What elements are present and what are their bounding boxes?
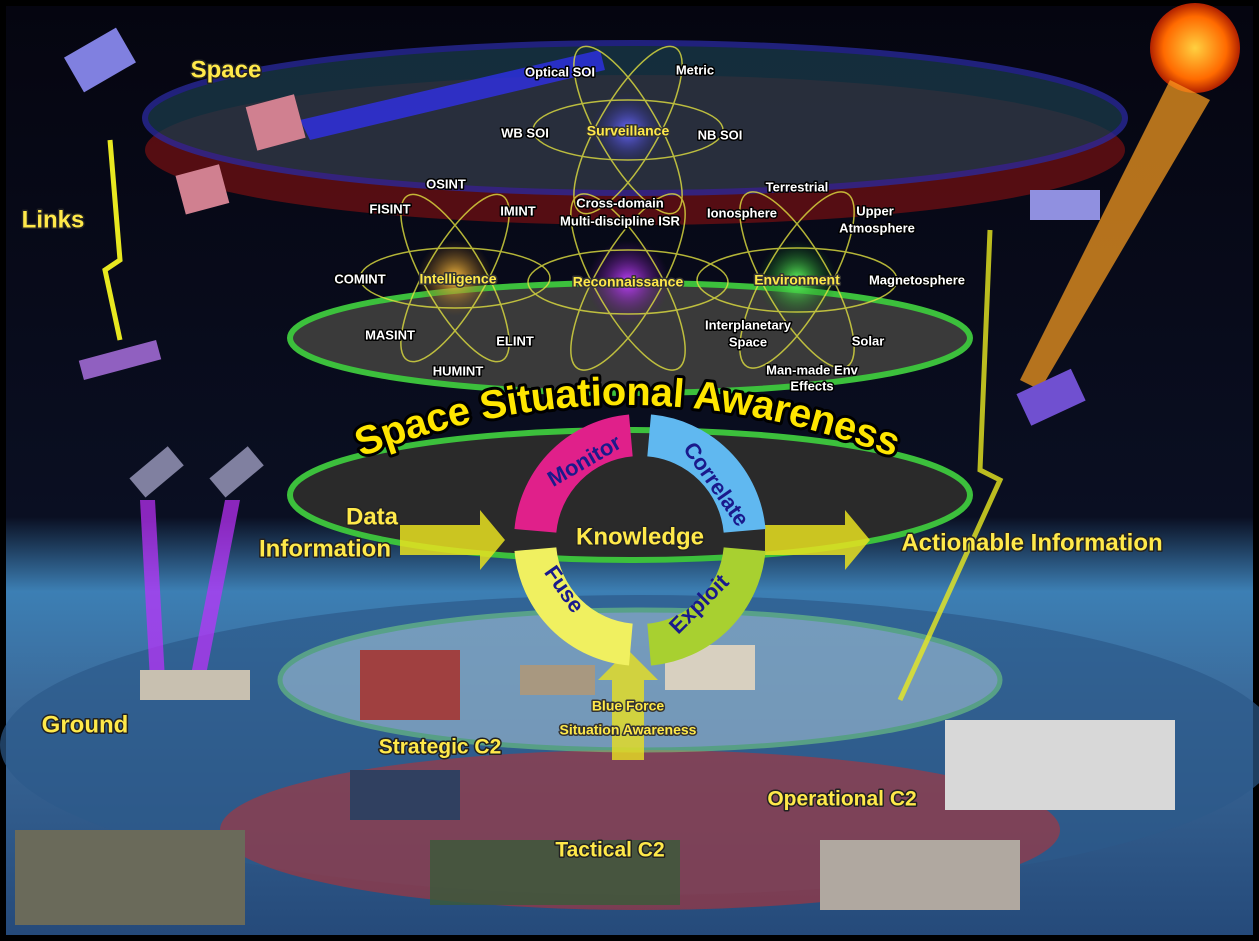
satellites — [64, 27, 1100, 498]
tactical-screens — [430, 840, 680, 905]
satellite — [129, 446, 184, 498]
orbit — [532, 99, 724, 161]
label: WB SOI — [501, 125, 549, 140]
label: OSINT — [426, 176, 466, 191]
label: Man-made Env — [766, 362, 859, 377]
link-bolt — [897, 229, 1004, 702]
satellite — [78, 339, 162, 381]
label: Operational C2 — [767, 788, 916, 811]
atom-core — [757, 240, 837, 320]
cluster-label: Blue Force — [592, 698, 665, 714]
sun — [1150, 3, 1240, 93]
layer-label: Ground — [42, 711, 129, 738]
label: Interplanetary — [705, 317, 792, 332]
label: Optical SOI — [525, 64, 595, 79]
label: Solar — [852, 333, 885, 348]
ground-assets — [15, 645, 1175, 925]
label: HUMINT — [433, 363, 484, 378]
cluster-label: Situation Awareness — [560, 722, 697, 738]
satellite — [245, 94, 306, 151]
ground-beam — [190, 500, 240, 680]
building — [820, 840, 1020, 910]
orbit — [739, 191, 855, 369]
cycle-arc — [646, 414, 766, 534]
satellite — [209, 446, 264, 498]
orbit — [739, 191, 855, 369]
satellite — [64, 27, 136, 93]
ground-station — [15, 830, 245, 925]
cluster-label: Reconnaissance — [573, 274, 684, 290]
label: NB SOI — [698, 127, 743, 142]
orbit — [570, 193, 686, 371]
label: Strategic C2 — [379, 736, 502, 759]
label: Information — [259, 535, 391, 562]
atom-core — [590, 92, 666, 168]
cycle-arc — [514, 414, 634, 534]
optical-beam — [300, 50, 605, 140]
orbit — [527, 249, 729, 315]
label: IMINT — [500, 203, 535, 218]
label: Terrestrial — [766, 179, 829, 194]
vehicle — [520, 665, 595, 695]
label: Effects — [790, 378, 833, 393]
orbit — [696, 247, 898, 313]
orbit — [573, 45, 683, 215]
layer-label: Links — [22, 206, 85, 233]
satellite — [1016, 368, 1086, 426]
label: Multi-discipline ISR — [560, 213, 681, 228]
atoms — [417, 92, 837, 324]
sun-beam — [1020, 80, 1210, 390]
cluster-label: Surveillance — [587, 123, 670, 139]
label: Upper — [856, 203, 894, 218]
label: Magnetosphere — [869, 272, 965, 287]
label: COMINT — [334, 271, 385, 286]
label: Actionable Information — [901, 529, 1162, 556]
label: Knowledge — [576, 523, 704, 550]
output-arrow — [765, 510, 870, 570]
satellite — [1030, 190, 1100, 220]
orbits — [359, 45, 898, 371]
label: Metric — [676, 62, 714, 77]
cluster-label: Environment — [754, 272, 840, 288]
satellite — [175, 164, 230, 215]
label: Ionosphere — [707, 205, 777, 220]
layer-label: Space — [191, 56, 262, 83]
operations-room — [945, 720, 1175, 810]
input-arrow — [400, 510, 505, 570]
label: FISINT — [369, 201, 410, 216]
blue-force-arrow — [598, 650, 658, 760]
orbit — [570, 193, 686, 371]
ground-beam — [140, 500, 165, 680]
orbit — [573, 45, 683, 215]
cycle — [514, 414, 766, 666]
command-center — [350, 770, 460, 820]
label: ELINT — [496, 333, 534, 348]
atom-core — [417, 240, 493, 316]
orbit — [400, 193, 510, 363]
atom-core — [586, 240, 670, 324]
command-center — [360, 650, 460, 720]
link-bolt — [102, 139, 123, 341]
label: Space — [729, 334, 767, 349]
cycle-arc — [514, 546, 634, 666]
label: Tactical C2 — [555, 839, 664, 862]
label: Data — [346, 503, 399, 530]
label: Atmosphere — [839, 220, 915, 235]
cluster-label: Intelligence — [419, 271, 496, 287]
orbit — [359, 247, 551, 309]
orbit — [400, 193, 510, 363]
label: Cross-domain — [576, 195, 663, 210]
label: MASINT — [365, 327, 415, 342]
observatory — [140, 670, 250, 700]
cycle-arc — [646, 546, 766, 666]
